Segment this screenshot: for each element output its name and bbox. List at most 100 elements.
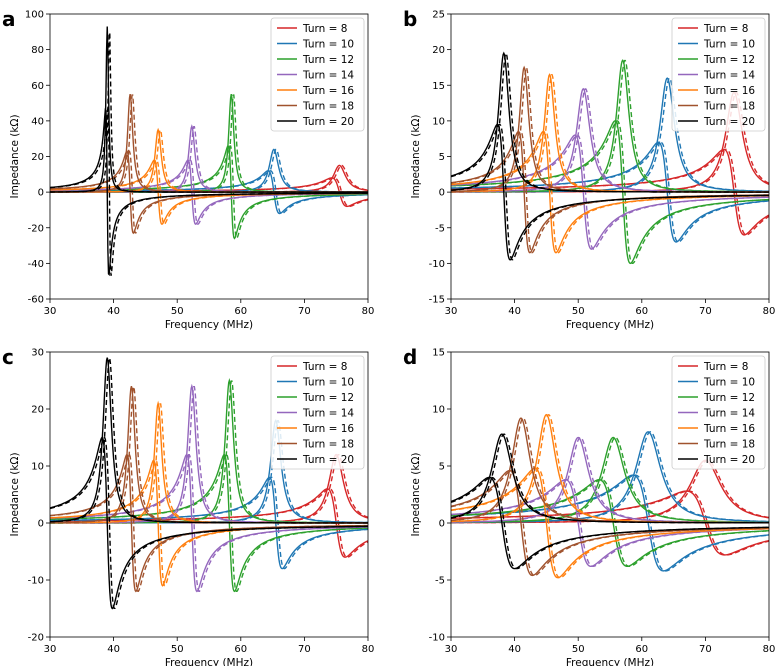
y-tick-label: 10: [432, 116, 445, 127]
legend-box: [270, 17, 365, 132]
x-tick-label: 50: [572, 644, 585, 655]
y-tick-label: 25: [432, 10, 445, 21]
x-tick-label: 50: [572, 306, 585, 317]
y-tick-label: -40: [28, 259, 44, 270]
series-line-1-imag-simulated: [451, 141, 769, 243]
x-tick-label: 70: [298, 306, 311, 317]
panel-letter: b: [403, 7, 417, 31]
x-tick-label: 70: [699, 306, 712, 317]
y-tick-label: 10: [432, 405, 445, 416]
legend: Turn = 8 Turn = 10 Turn = 12 Turn = 14 Turn …: [671, 17, 766, 132]
panel-b: 30 40 50 60 70 80 -15 -10 -5 0 5 10 15 20 25 Frequency …: [403, 7, 775, 331]
y-axis-label: Impedance (kΩ): [9, 452, 21, 536]
y-axis-label: Impedance (kΩ): [410, 114, 422, 198]
y-tick-label: 60: [31, 81, 44, 92]
legend-entry: Turn = 12: [302, 54, 354, 66]
x-axis-label: Frequency (MHz): [165, 319, 253, 331]
x-tick-label: 40: [107, 644, 120, 655]
legend-entry: Turn = 10: [302, 377, 354, 389]
x-tick-label: 30: [44, 644, 57, 655]
y-tick-label: 80: [31, 45, 44, 56]
panel-a: 30 40 50 60 70 80 -60 -40 -20 0 20 40 60 80 100 Frequen…: [2, 7, 374, 331]
legend-entry: Turn = 8: [703, 361, 748, 373]
x-tick-label: 80: [362, 644, 375, 655]
legend: Turn = 8 Turn = 10 Turn = 12 Turn = 14 Turn …: [270, 355, 365, 470]
x-tick-label: 80: [763, 644, 775, 655]
series-line-0-imag-simulated: [451, 490, 769, 556]
legend-entry: Turn = 14: [703, 70, 755, 82]
series-line-2-imag-simulated: [451, 478, 769, 568]
legend-entry: Turn = 8: [703, 23, 748, 35]
y-tick-label: 15: [432, 348, 445, 359]
axes-frame: [450, 351, 770, 638]
legend: Turn = 8 Turn = 10 Turn = 12 Turn = 14 Turn …: [270, 17, 365, 132]
x-tick-label: 30: [44, 306, 57, 317]
series-line-6-real-simulated: [451, 433, 769, 524]
series-line-3-imag-simulated: [451, 478, 769, 568]
curves: [451, 51, 769, 265]
series-line-3-imag-simulated: [451, 134, 769, 250]
panel-d: 30 40 50 60 70 80 -10 -5 0 5 10 15 Frequency (MHz) Im…: [403, 345, 775, 666]
legend-entry: Turn = 12: [302, 392, 354, 404]
y-tick-label: 100: [25, 10, 44, 21]
y-tick-label: 20: [31, 152, 44, 163]
legend-entry: Turn = 20: [302, 116, 354, 128]
series-line-0-imag-simulated: [50, 488, 368, 558]
panel-letter: d: [403, 345, 417, 369]
axes-frame: [49, 351, 369, 638]
x-tick-label: 70: [298, 644, 311, 655]
y-tick-label: -20: [28, 633, 44, 644]
x-axis-label: Frequency (MHz): [566, 657, 654, 666]
y-axis-label: Impedance (kΩ): [410, 452, 422, 536]
y-tick-label: 0: [38, 519, 44, 530]
x-tick-label: 40: [508, 306, 521, 317]
y-tick-label: 20: [432, 45, 445, 56]
curves: [451, 413, 769, 579]
y-tick-label: -10: [429, 259, 445, 270]
series-line-6-imag-simulated: [50, 436, 368, 610]
x-tick-label: 60: [234, 644, 247, 655]
x-tick-label: 50: [171, 306, 184, 317]
y-tick-label: -10: [429, 633, 445, 644]
x-axis-label: Frequency (MHz): [566, 319, 654, 331]
series-line-2-imag-simulated: [50, 145, 368, 239]
series-line-2-real-measured: [451, 436, 769, 524]
legend-entry: Turn = 16: [302, 423, 354, 435]
series-line-6-real-simulated: [451, 52, 769, 193]
y-tick-label: -20: [28, 223, 44, 234]
series-line-3-imag-measured: [50, 453, 368, 593]
legend-entry: Turn = 20: [703, 116, 755, 128]
y-tick-label: 20: [31, 405, 44, 416]
series-line-6-real-measured: [451, 51, 769, 193]
legend-entry: Turn = 8: [302, 23, 347, 35]
legend-entry: Turn = 18: [302, 101, 354, 113]
series-line-6-real-simulated: [50, 357, 368, 524]
y-tick-label: 5: [439, 152, 445, 163]
series-line-0-imag-simulated: [50, 177, 368, 208]
legend: Turn = 8 Turn = 10 Turn = 12 Turn = 14 Turn …: [671, 355, 766, 470]
series-line-1-imag-simulated: [50, 170, 368, 215]
y-tick-label: 10: [31, 462, 44, 473]
panel-c: 30 40 50 60 70 80 -20 -10 0 10 20 30 Frequency (MHz)…: [2, 345, 374, 666]
series-line-2-imag-measured: [50, 453, 368, 593]
legend-entry: Turn = 12: [703, 54, 755, 66]
x-tick-label: 80: [763, 306, 775, 317]
legend-entry: Turn = 18: [302, 439, 354, 451]
legend-entry: Turn = 10: [703, 39, 755, 51]
y-tick-label: -5: [435, 223, 445, 234]
series-line-3-imag-simulated: [50, 454, 368, 592]
legend-entry: Turn = 20: [302, 454, 354, 466]
x-tick-label: 30: [445, 306, 458, 317]
legend-entry: Turn = 10: [703, 377, 755, 389]
series-line-0-real-simulated: [451, 459, 769, 524]
series-line-3-real-simulated: [451, 88, 769, 193]
x-tick-label: 60: [635, 306, 648, 317]
x-tick-label: 50: [171, 644, 184, 655]
y-tick-label: 5: [439, 462, 445, 473]
x-axis-label: Frequency (MHz): [165, 657, 253, 666]
x-tick-label: 40: [107, 306, 120, 317]
legend-entry: Turn = 16: [703, 85, 755, 97]
legend-entry: Turn = 10: [302, 39, 354, 51]
legend-entry: Turn = 12: [703, 392, 755, 404]
